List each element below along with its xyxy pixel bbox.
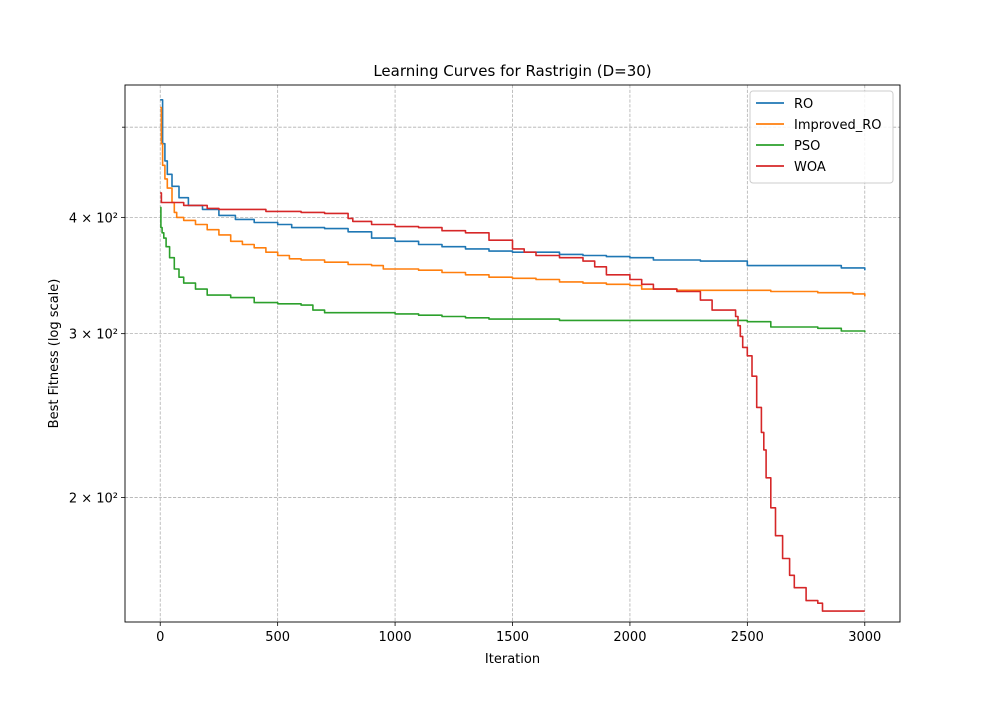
legend-label: PSO [794,139,820,154]
legend-label: Improved_RO [794,118,881,133]
x-tick-label: 2000 [613,630,646,645]
legend-box [749,90,894,184]
y-tick-label: 3 × 10² [69,328,118,343]
x-axis-label: Iteration [485,652,540,667]
legend-label: WOA [794,160,826,175]
series-line-pso [160,206,866,333]
chart-title: Learning Curves for Rastrigin (D=30) [373,62,651,80]
legend: RO Improved_RO PSO WOA [749,90,894,184]
series-line-ro [160,99,866,271]
y-tick-label: 2 × 10² [69,492,118,507]
series-line-woa [160,192,865,612]
x-tick-label: 1500 [496,630,529,645]
series-lines [160,99,866,612]
x-tick-label: 2500 [731,630,764,645]
x-tick-label: 500 [265,630,290,645]
legend-label: RO [794,97,813,112]
x-tick-label: 3000 [848,630,881,645]
y-tick-label: 4 × 10² [69,211,118,226]
y-axis-label: Best Fitness (log scale) [47,279,62,429]
series-line-improved-ro [160,106,866,297]
x-tick-label: 0 [156,630,164,645]
x-tick-label: 1000 [379,630,412,645]
axis-ticks: 0 500 1000 1500 2000 2500 3000 2 × 10² 3 × 10² 4 … [69,126,881,645]
